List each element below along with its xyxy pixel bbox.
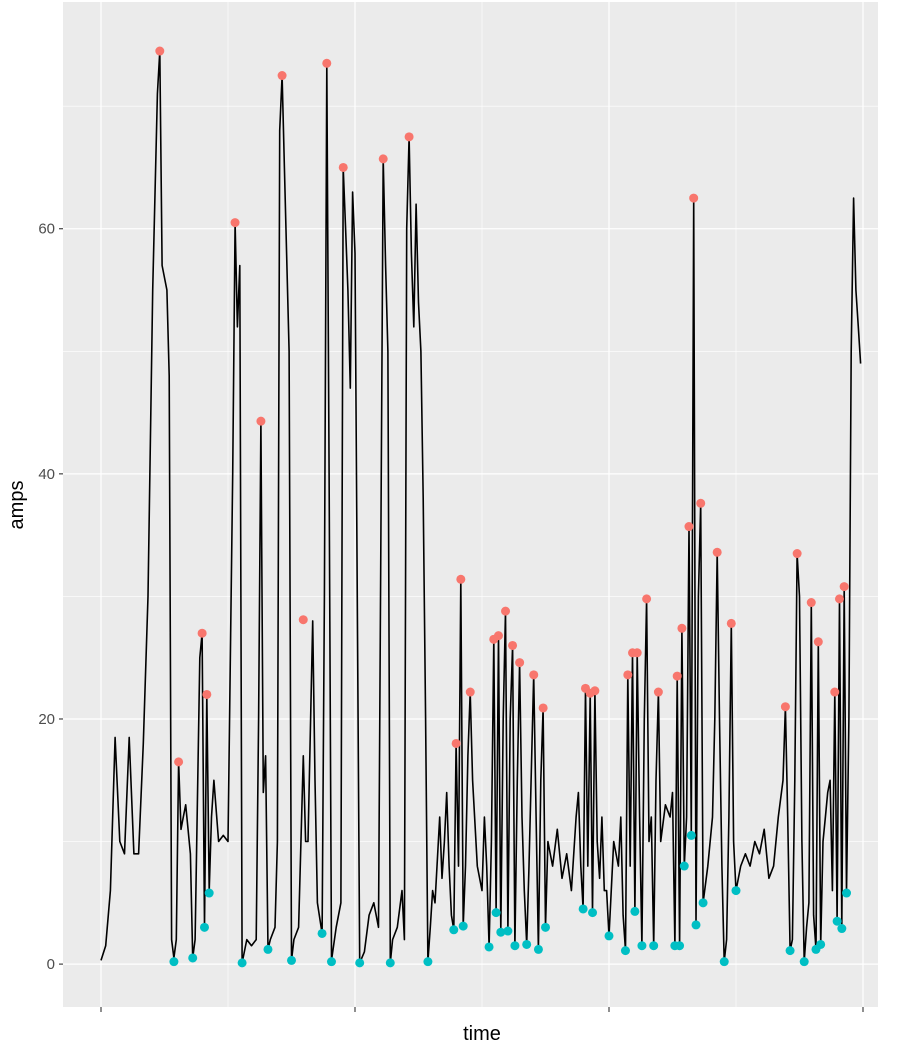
trough-point — [842, 888, 852, 898]
peak-point — [653, 687, 663, 697]
trough-point — [263, 944, 273, 954]
peak-point — [508, 640, 518, 650]
y-tick-label: 0 — [47, 956, 55, 973]
trough-point — [698, 898, 708, 908]
peak-point — [696, 498, 706, 508]
peak-point — [806, 598, 816, 608]
trough-point — [731, 886, 741, 896]
trough-point — [691, 920, 701, 930]
trough-point — [837, 924, 847, 934]
peak-point — [642, 594, 652, 604]
trough-point — [522, 939, 532, 949]
peak-point — [378, 154, 388, 164]
trough-point — [355, 958, 365, 968]
trough-point — [317, 928, 327, 938]
peak-point — [623, 670, 633, 680]
trough-point — [816, 939, 826, 949]
peak-point — [322, 58, 332, 68]
points-layer — [155, 46, 852, 968]
y-axis-title: amps — [6, 481, 28, 530]
peak-point — [155, 46, 165, 56]
trough-point — [423, 957, 433, 967]
panel-background — [63, 2, 878, 1007]
trough-point — [719, 957, 729, 967]
trough-point — [832, 916, 842, 926]
peak-point — [684, 522, 694, 532]
peak-point — [590, 686, 600, 696]
peak-point — [538, 703, 548, 713]
peak-point — [813, 637, 823, 647]
trough-point — [588, 908, 598, 918]
trough-point — [491, 908, 501, 918]
trough-point — [675, 941, 685, 951]
peak-point — [672, 671, 682, 681]
peak-point — [834, 594, 844, 604]
trough-point — [237, 958, 247, 968]
peak-point — [174, 757, 184, 767]
y-axis: 0 20 40 60 — [38, 221, 63, 973]
series-line — [100, 50, 862, 964]
peak-point — [792, 549, 802, 559]
peak-point — [465, 687, 475, 697]
trough-point — [510, 941, 520, 951]
y-tick-label: 40 — [38, 466, 55, 483]
peak-point — [689, 193, 699, 203]
peak-point — [515, 658, 525, 668]
trough-point — [630, 906, 640, 916]
trough-point — [541, 922, 550, 932]
peak-point — [230, 218, 240, 228]
peak-point — [726, 618, 736, 628]
trough-point — [785, 946, 795, 956]
peak-point — [529, 670, 539, 680]
peak-point — [404, 132, 414, 142]
peak-point — [780, 702, 790, 712]
peak-point — [277, 71, 287, 81]
trough-point — [496, 927, 506, 937]
trough-point — [799, 957, 809, 967]
trough-point — [604, 931, 614, 941]
trough-point — [188, 953, 198, 963]
peak-point — [830, 687, 840, 697]
x-axis — [100, 1007, 864, 1012]
trough-point — [204, 888, 214, 898]
peak-point — [298, 615, 308, 625]
trough-point — [449, 925, 459, 935]
peak-point — [632, 648, 642, 658]
x-axis-title: time — [463, 1023, 501, 1045]
trough-point — [679, 861, 689, 871]
peak-point — [501, 606, 511, 616]
trough-point — [686, 830, 696, 840]
peak-point — [451, 738, 461, 748]
peak-point — [712, 547, 722, 557]
peak-point — [456, 574, 466, 584]
trough-point — [620, 946, 630, 956]
trough-point — [649, 941, 659, 951]
peak-point — [677, 623, 687, 633]
peak-point — [202, 689, 212, 699]
peak-point — [493, 631, 503, 641]
trough-point — [287, 955, 296, 965]
trough-point — [326, 957, 336, 967]
y-tick-label: 60 — [38, 221, 55, 238]
trough-point — [637, 941, 647, 951]
trough-point — [533, 944, 543, 954]
trough-point — [484, 942, 494, 952]
peak-point — [338, 162, 348, 172]
y-tick-label: 20 — [38, 711, 55, 728]
trough-point — [385, 958, 395, 968]
peak-point — [197, 628, 207, 638]
peak-point — [839, 582, 849, 592]
trough-point — [458, 921, 468, 931]
peak-point — [256, 416, 266, 426]
trough-point — [578, 904, 588, 914]
trough-point — [503, 926, 513, 936]
trough-point — [169, 957, 179, 967]
series-line-layer — [100, 50, 862, 964]
trough-point — [199, 922, 209, 932]
